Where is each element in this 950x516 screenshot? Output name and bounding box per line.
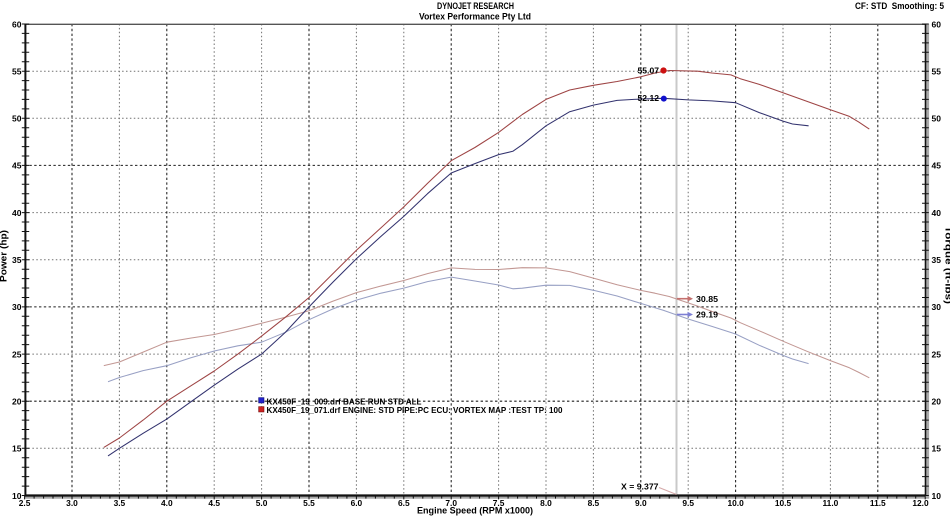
svg-text:52.12: 52.12 (638, 93, 660, 103)
svg-text:Torque (ft-lbs): Torque (ft-lbs) (944, 226, 950, 304)
svg-text:Engine Speed (RPM x1000): Engine Speed (RPM x1000) (417, 506, 533, 516)
svg-text:Power (hp): Power (hp) (0, 230, 9, 282)
svg-text:Vortex Performance Pty Ltd: Vortex Performance Pty Ltd (419, 12, 531, 22)
svg-text:60: 60 (12, 19, 22, 29)
svg-text:8.0: 8.0 (540, 498, 552, 508)
svg-text:3.5: 3.5 (114, 498, 126, 508)
svg-text:15: 15 (12, 444, 22, 454)
svg-text:12.0: 12.0 (912, 498, 929, 508)
svg-text:DYNOJET RESEARCH: DYNOJET RESEARCH (437, 1, 514, 11)
svg-text:KX450F_19_071.drf ENGINE: STD: KX450F_19_071.drf ENGINE: STD PIPE:PC EC… (267, 405, 563, 415)
svg-text:7.5: 7.5 (493, 498, 505, 508)
svg-text:45: 45 (932, 161, 942, 171)
svg-text:30: 30 (12, 302, 22, 312)
svg-text:5.5: 5.5 (303, 498, 315, 508)
svg-text:11.0: 11.0 (822, 498, 838, 508)
svg-text:6.0: 6.0 (351, 498, 363, 508)
svg-text:55.07: 55.07 (638, 65, 660, 75)
svg-text:KX450F_19_009.drf BASE RUN STD: KX450F_19_009.drf BASE RUN STD ALL (267, 396, 422, 406)
svg-text:9.0: 9.0 (635, 498, 647, 508)
svg-text:15: 15 (932, 444, 942, 454)
svg-text:10: 10 (12, 491, 22, 501)
svg-text:29.19: 29.19 (696, 310, 718, 320)
svg-text:30: 30 (932, 302, 942, 312)
svg-text:40: 40 (12, 208, 22, 218)
svg-text:6.5: 6.5 (398, 498, 410, 508)
svg-text:60: 60 (932, 19, 942, 29)
svg-text:35: 35 (932, 255, 942, 265)
svg-text:25: 25 (932, 349, 942, 359)
svg-text:2.5: 2.5 (19, 498, 31, 508)
svg-text:40: 40 (932, 208, 942, 218)
svg-text:25: 25 (12, 349, 22, 359)
svg-text:X = 9.377: X = 9.377 (621, 481, 659, 491)
svg-text:8.5: 8.5 (588, 498, 600, 508)
svg-text:4.0: 4.0 (161, 498, 173, 508)
svg-text:20: 20 (12, 397, 22, 407)
svg-text:45: 45 (12, 161, 22, 171)
svg-text:CF: STD Smoothing: 5: CF: STD Smoothing: 5 (855, 1, 944, 11)
svg-text:9.5: 9.5 (682, 498, 694, 508)
svg-text:10.0: 10.0 (727, 498, 744, 508)
svg-text:50: 50 (12, 114, 22, 124)
svg-text:5.0: 5.0 (256, 498, 268, 508)
svg-text:55: 55 (932, 67, 942, 77)
svg-text:7.0: 7.0 (445, 498, 457, 508)
svg-text:20: 20 (932, 397, 942, 407)
svg-text:35: 35 (12, 255, 22, 265)
svg-text:3.0: 3.0 (66, 498, 78, 508)
svg-text:10.5: 10.5 (775, 498, 792, 508)
svg-text:4.5: 4.5 (208, 498, 220, 508)
svg-text:30.85: 30.85 (696, 294, 718, 304)
svg-text:50: 50 (932, 114, 942, 124)
svg-text:11.5: 11.5 (870, 498, 886, 508)
svg-text:55: 55 (12, 67, 22, 77)
svg-text:10: 10 (932, 491, 942, 501)
